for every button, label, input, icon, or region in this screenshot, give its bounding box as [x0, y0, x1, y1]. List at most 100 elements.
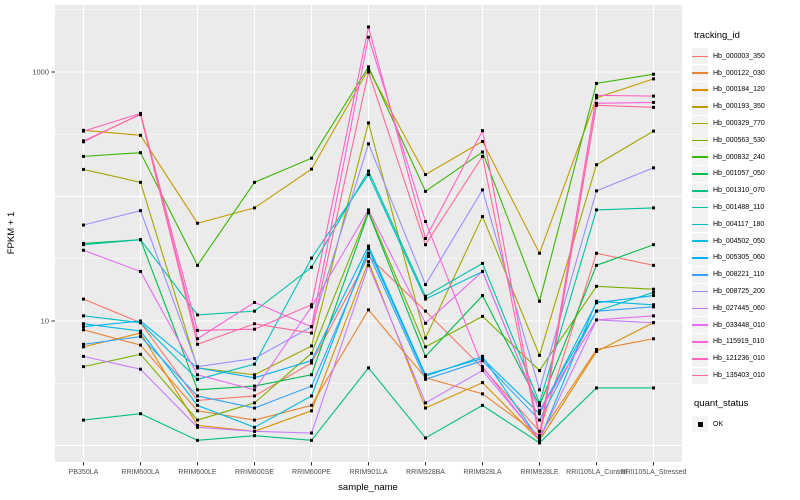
data-point — [367, 25, 370, 29]
data-point — [595, 349, 598, 353]
data-point — [652, 337, 655, 341]
data-point — [310, 305, 313, 309]
data-point — [367, 254, 370, 258]
data-point — [652, 94, 655, 98]
data-point — [652, 386, 655, 390]
data-point — [595, 348, 598, 352]
data-point — [595, 96, 598, 100]
data-point — [139, 133, 142, 137]
data-point — [652, 314, 655, 318]
data-point — [367, 263, 370, 267]
x-tick-label: RRIM928LE — [520, 469, 558, 476]
x-tick-label: RRII105LA_Control — [566, 469, 627, 476]
data-point — [139, 367, 142, 371]
legend-entry-Hb_008725_200: Hb_008725_200 — [692, 283, 798, 300]
data-point — [538, 409, 541, 413]
data-point — [367, 121, 370, 125]
data-point — [424, 377, 427, 381]
data-point — [82, 325, 85, 329]
legend-entry-Hb_033448_010: Hb_033448_010 — [692, 317, 798, 334]
data-point — [595, 81, 598, 85]
legend-entry-Hb_001488_110: Hb_001488_110 — [692, 199, 798, 216]
legend-entry-label: Hb_000563_530 — [713, 136, 765, 144]
data-point — [196, 221, 199, 225]
data-point — [82, 243, 85, 247]
legend-key-line — [692, 290, 708, 293]
data-point — [652, 263, 655, 267]
legend-key-swatch — [692, 199, 708, 216]
data-point — [310, 167, 313, 171]
data-point — [82, 322, 85, 326]
legend-key-line — [692, 105, 708, 108]
data-point — [538, 369, 541, 373]
legend-entry-label: Hb_001310_070 — [713, 187, 765, 195]
data-point — [652, 129, 655, 133]
data-point — [253, 394, 256, 398]
data-point — [595, 309, 598, 313]
legend-key-swatch — [692, 165, 708, 182]
legend-key-swatch — [692, 98, 708, 115]
legend-key-swatch — [692, 266, 708, 283]
legend-key-line — [692, 173, 708, 175]
data-point — [595, 301, 598, 305]
data-point — [481, 369, 484, 373]
legend-key-line — [692, 341, 708, 343]
legend-entry-Hb_115919_010: Hb_115919_010 — [692, 333, 798, 351]
data-point — [310, 384, 313, 388]
data-point — [538, 418, 541, 422]
data-point — [652, 77, 655, 81]
data-point — [139, 112, 142, 116]
data-point — [82, 418, 85, 422]
legend-entry-Hb_121236_010: Hb_121236_010 — [692, 350, 798, 367]
data-point — [367, 211, 370, 215]
data-point — [652, 305, 655, 309]
data-point — [82, 129, 85, 133]
legend-entry-label: Hb_000329_770 — [713, 120, 765, 128]
legend-key-line — [692, 223, 708, 226]
data-point — [652, 290, 655, 294]
legend-entry-label: OK — [713, 420, 724, 428]
data-point — [538, 429, 541, 433]
legend-entries-quant-status: OK — [692, 416, 798, 433]
data-point — [310, 265, 313, 269]
data-point — [481, 154, 484, 158]
legend-key-line — [692, 89, 708, 91]
data-point — [253, 300, 256, 304]
legend-key-line — [692, 206, 708, 209]
data-point — [481, 403, 484, 407]
data-point — [481, 314, 484, 318]
data-point — [253, 356, 256, 360]
data-point — [652, 105, 655, 109]
data-point — [481, 354, 484, 358]
legend-entry-Hb_000193_350: Hb_000193_350 — [692, 98, 798, 115]
legend-key-swatch — [692, 115, 708, 132]
data-point — [424, 321, 427, 325]
legend-key-swatch — [692, 48, 708, 65]
data-point — [196, 328, 199, 332]
data-point — [310, 331, 313, 335]
data-point — [367, 70, 370, 74]
data-point — [652, 294, 655, 298]
data-point — [424, 345, 427, 349]
data-point — [367, 251, 370, 255]
data-point — [595, 251, 598, 255]
data-point — [481, 365, 484, 369]
legend-title-quant-status: quant_status — [694, 397, 749, 409]
data-point — [481, 392, 484, 396]
data-point — [196, 365, 199, 369]
data-point — [367, 35, 370, 39]
legend-key-line — [692, 273, 708, 276]
legend-entry-label: Hb_000193_350 — [713, 103, 765, 111]
legend-title-tracking-id: tracking_id — [694, 30, 740, 41]
x-tick-label: RRII105LA_Stressed — [621, 469, 687, 476]
data-point — [310, 351, 313, 355]
data-point — [652, 206, 655, 210]
data-point — [481, 356, 484, 360]
legend-entry-Hb_000122_030: Hb_000122_030 — [692, 65, 798, 82]
data-point — [424, 354, 427, 358]
data-point — [310, 403, 313, 407]
data-point — [595, 163, 598, 167]
legend-key-line — [692, 156, 708, 159]
